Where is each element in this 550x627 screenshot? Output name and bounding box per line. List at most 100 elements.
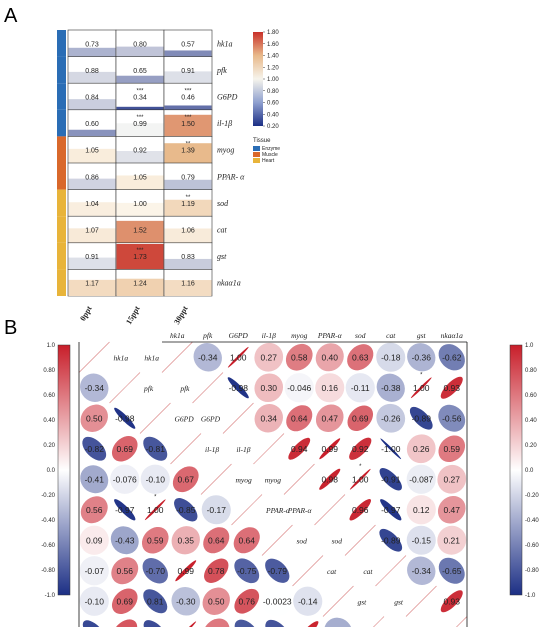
upper-axis-label-6: sod bbox=[355, 331, 366, 340]
lower-value-5-3: -0.85 bbox=[176, 505, 196, 515]
colorbar-b-right-tick-2: 0.60 bbox=[525, 393, 537, 399]
upper-value-0-9: -0.62 bbox=[442, 352, 462, 362]
upper-value-2-4: 0.64 bbox=[291, 413, 308, 423]
panel-b-label: B bbox=[4, 317, 17, 339]
lower-value-6-5: 0.64 bbox=[238, 535, 255, 545]
upper-diag-label-7: cat bbox=[363, 567, 373, 576]
lower-value-7-1: 0.56 bbox=[116, 566, 133, 576]
colorbar-b-right-tick-4: 0.20 bbox=[525, 443, 537, 449]
heat-fill-5-0 bbox=[68, 178, 116, 190]
tissue-strip-8 bbox=[57, 242, 66, 270]
heat-star-3-2: *** bbox=[184, 115, 192, 121]
upper-value-0-3: 0.27 bbox=[260, 352, 277, 362]
heat-cell-2-2 bbox=[163, 82, 213, 111]
colorbar-b-left-tick-9: -0.80 bbox=[41, 568, 55, 574]
heat-fill-8-1 bbox=[116, 243, 164, 270]
upper-ellipse-2-4 bbox=[286, 405, 313, 432]
upper-ellipse-0-5 bbox=[315, 343, 344, 372]
lower-value-6-1: -0.43 bbox=[115, 535, 135, 545]
lower-value-7-2: -0.70 bbox=[146, 566, 166, 576]
upper-ellipse-0-4 bbox=[285, 343, 313, 371]
lower-ellipse-9-8 bbox=[324, 617, 353, 627]
heat-fill-4-0 bbox=[68, 148, 116, 163]
heat-value-1-0: 0.88 bbox=[85, 68, 99, 75]
upper-ellipse-5-7 bbox=[380, 499, 402, 521]
lower-value-5-1: -0.97 bbox=[115, 505, 135, 515]
upper-ellipse-3-8 bbox=[406, 434, 436, 464]
upper-diag-label-1: pfk bbox=[179, 384, 190, 393]
upper-value-2-3: 0.34 bbox=[260, 413, 277, 423]
lower-value-5-0: 0.56 bbox=[86, 505, 103, 515]
upper-ellipse-2-3 bbox=[254, 404, 283, 433]
heat-star-2-1: *** bbox=[136, 89, 144, 95]
lower-value-7-5: -0.75 bbox=[237, 566, 257, 576]
lower-value-8-7: -0.14 bbox=[298, 596, 318, 606]
heat-value-2-1: 0.34 bbox=[133, 95, 147, 102]
heat-star-2-2: *** bbox=[184, 89, 192, 95]
upper-value-1-2: -0.98 bbox=[229, 383, 249, 393]
heat-star-6-2: ** bbox=[186, 195, 191, 201]
lower-ellipse-8-1 bbox=[111, 588, 138, 615]
heat-fill-7-2 bbox=[164, 228, 212, 243]
row-label-4: myog bbox=[217, 146, 234, 155]
upper-diag-line-0 bbox=[161, 341, 193, 373]
lower-ellipse-6-5 bbox=[233, 527, 260, 554]
heat-value-4-1: 0.92 bbox=[133, 148, 147, 155]
lower-value-4-2: -0.10 bbox=[146, 474, 166, 484]
lower-value-1-0: -0.34 bbox=[85, 383, 105, 393]
upper-value-4-9: 0.27 bbox=[443, 474, 460, 484]
heat-value-6-1: 1.00 bbox=[133, 201, 147, 208]
lower-ellipse-4-3 bbox=[172, 466, 199, 493]
upper-diag-line-7 bbox=[375, 555, 407, 587]
heat-value-9-2: 1.16 bbox=[181, 281, 195, 288]
colorbar-b-left bbox=[57, 344, 71, 596]
colorbar-b-right-tick-0: 1.0 bbox=[525, 343, 534, 349]
upper-ellipse-1-3 bbox=[254, 373, 284, 403]
heat-fill-0-2 bbox=[164, 50, 212, 57]
lower-diag-line-2 bbox=[139, 402, 171, 434]
upper-ellipse-4-5 bbox=[319, 468, 341, 490]
lower-ellipse-6-3 bbox=[171, 526, 200, 555]
heat-cell-2-1 bbox=[115, 82, 165, 111]
lower-diag-line-5 bbox=[231, 494, 263, 526]
upper-value-3-6: 0.92 bbox=[352, 444, 369, 454]
lower-ellipse-8-4 bbox=[202, 587, 230, 615]
upper-ellipse-1-4 bbox=[284, 373, 314, 403]
upper-value-3-9: 0.59 bbox=[443, 444, 460, 454]
tissue-strip-0 bbox=[57, 30, 66, 57]
lower-value-3-2: -0.81 bbox=[146, 444, 166, 454]
heat-value-9-0: 1.17 bbox=[85, 281, 99, 288]
lower-value-8-5: 0.76 bbox=[238, 596, 255, 606]
upper-ellipse-6-8 bbox=[406, 525, 436, 555]
colorbar-b-left-tick-8: -0.60 bbox=[41, 543, 55, 549]
lower-value-3-0: -0.82 bbox=[85, 444, 105, 454]
row-label-5: PPAR- α bbox=[216, 172, 245, 181]
col-label-0: 0ppt bbox=[78, 304, 94, 322]
lower-value-3-1: 0.69 bbox=[116, 444, 133, 454]
heat-value-5-1: 1.05 bbox=[133, 174, 147, 181]
colorbar-b-right-tick-5: 0.0 bbox=[525, 468, 534, 474]
upper-value-3-4: 0.94 bbox=[291, 444, 308, 454]
upper-ellipse-0-3 bbox=[254, 342, 284, 372]
heat-fill-1-0 bbox=[68, 71, 116, 84]
colorbar-b-right bbox=[509, 344, 523, 596]
panel-a-label: A bbox=[4, 5, 18, 27]
upper-value-6-8: -0.15 bbox=[412, 535, 432, 545]
lower-value-8-1: 0.69 bbox=[116, 596, 133, 606]
lower-diag-label-3: il-1β bbox=[205, 445, 219, 454]
upper-diag-label-4: myog bbox=[265, 475, 281, 484]
lower-ellipse-8-6 bbox=[262, 586, 292, 616]
row-label-2: G6PD bbox=[217, 93, 238, 102]
colorbar-b-left-tick-10: -1.0 bbox=[45, 593, 56, 599]
lower-diag-label-0: hk1a bbox=[114, 353, 129, 362]
upper-value-0-8: -0.36 bbox=[412, 352, 432, 362]
upper-value-2-7: -0.26 bbox=[381, 413, 401, 423]
upper-value-4-5: 0.98 bbox=[321, 474, 338, 484]
heat-value-8-1: 1.73 bbox=[133, 254, 147, 261]
upper-value-0-2: 1.00 bbox=[230, 352, 247, 362]
lower-value-2-0: 0.50 bbox=[86, 413, 103, 423]
lower-ellipse-9-0 bbox=[82, 620, 106, 627]
upper-value-1-8: 1.00 bbox=[413, 383, 430, 393]
lower-ellipse-5-1 bbox=[114, 499, 136, 521]
upper-ellipse-1-6 bbox=[345, 373, 375, 403]
